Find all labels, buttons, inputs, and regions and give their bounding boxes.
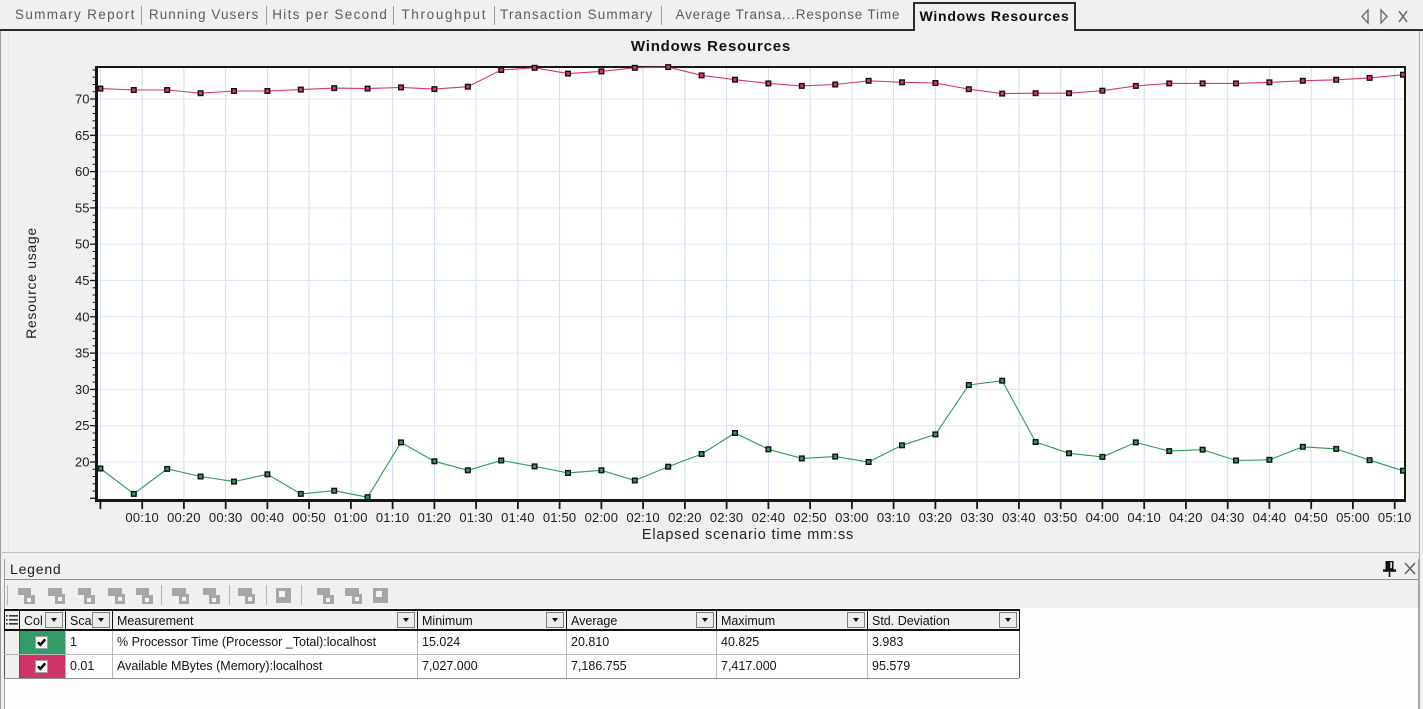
svg-text:25: 25: [75, 418, 89, 433]
svg-text:02:50: 02:50: [793, 510, 827, 525]
svg-text:04:20: 04:20: [1169, 510, 1203, 525]
svg-text:03:20: 03:20: [919, 510, 953, 525]
svg-text:Resource usage: Resource usage: [23, 227, 39, 339]
svg-text:02:20: 02:20: [668, 510, 702, 525]
svg-text:03:00: 03:00: [835, 510, 869, 525]
svg-text:03:50: 03:50: [1044, 510, 1078, 525]
svg-text:03:10: 03:10: [877, 510, 911, 525]
svg-text:01:30: 01:30: [459, 510, 493, 525]
svg-text:00:10: 00:10: [125, 510, 159, 525]
svg-text:01:50: 01:50: [543, 510, 577, 525]
svg-text:04:10: 04:10: [1127, 510, 1161, 525]
svg-text:01:00: 01:00: [334, 510, 368, 525]
svg-text:65: 65: [75, 128, 89, 143]
svg-text:Elapsed scenario time mm:ss: Elapsed scenario time mm:ss: [642, 527, 854, 543]
svg-text:45: 45: [75, 273, 89, 288]
svg-text:00:40: 00:40: [251, 510, 285, 525]
svg-text:40: 40: [75, 309, 89, 324]
svg-text:30: 30: [75, 382, 89, 397]
svg-text:01:40: 01:40: [501, 510, 535, 525]
svg-text:04:30: 04:30: [1211, 510, 1245, 525]
svg-text:03:40: 03:40: [1002, 510, 1036, 525]
svg-text:70: 70: [75, 92, 89, 107]
svg-text:00:20: 00:20: [167, 510, 201, 525]
svg-text:01:10: 01:10: [376, 510, 410, 525]
svg-text:05:10: 05:10: [1378, 510, 1412, 525]
svg-text:04:40: 04:40: [1253, 510, 1287, 525]
svg-text:04:00: 04:00: [1086, 510, 1120, 525]
svg-text:20: 20: [75, 455, 89, 470]
svg-text:Windows Resources: Windows Resources: [631, 38, 791, 55]
svg-text:02:00: 02:00: [585, 510, 619, 525]
svg-text:04:50: 04:50: [1294, 510, 1328, 525]
svg-text:00:50: 00:50: [292, 510, 326, 525]
svg-text:60: 60: [75, 164, 89, 179]
svg-text:50: 50: [75, 237, 89, 252]
svg-text:00:30: 00:30: [209, 510, 243, 525]
svg-text:55: 55: [75, 200, 89, 215]
svg-text:03:30: 03:30: [960, 510, 994, 525]
svg-text:05:00: 05:00: [1336, 510, 1370, 525]
svg-text:02:10: 02:10: [626, 510, 660, 525]
svg-text:02:30: 02:30: [710, 510, 744, 525]
svg-text:35: 35: [75, 346, 89, 361]
svg-text:01:20: 01:20: [418, 510, 452, 525]
svg-text:02:40: 02:40: [752, 510, 786, 525]
